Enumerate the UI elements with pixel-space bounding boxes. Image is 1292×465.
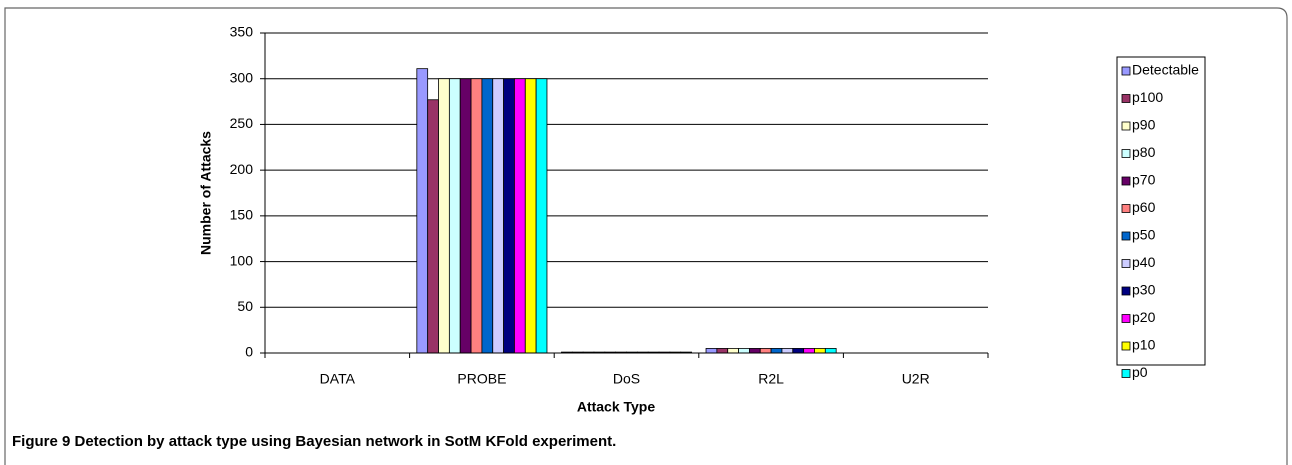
legend-label: p50	[1132, 227, 1156, 243]
legend-label: p90	[1132, 117, 1156, 133]
bar	[535, 78, 548, 354]
figure-frame	[4, 7, 1288, 465]
legend-swatch	[1121, 204, 1131, 213]
bar	[705, 348, 718, 354]
bar	[792, 348, 805, 354]
legend-label: p40	[1132, 254, 1156, 270]
bar	[781, 348, 794, 354]
legend-label: p80	[1132, 144, 1156, 160]
x-axis-label: Attack Type	[577, 399, 656, 415]
legend-swatch	[1121, 341, 1131, 351]
legend-swatch	[1121, 286, 1131, 296]
bar	[427, 99, 439, 354]
legend-box	[1116, 56, 1206, 366]
bar	[727, 348, 739, 354]
legend-swatch	[1121, 369, 1131, 378]
y-tick-label: 350	[230, 24, 254, 40]
legend-swatch	[1121, 259, 1131, 268]
bar	[470, 78, 483, 354]
legend-swatch	[1121, 231, 1131, 241]
bar	[524, 78, 537, 354]
legend-label: Detectable	[1132, 62, 1199, 78]
bar	[814, 348, 826, 354]
x-tick-label: R2L	[758, 371, 784, 387]
bar	[481, 78, 494, 354]
bar	[448, 78, 461, 354]
x-tick-label: DoS	[613, 371, 640, 387]
y-tick-label: 0	[245, 344, 253, 360]
legend-label: p100	[1132, 89, 1163, 105]
bar	[503, 78, 515, 354]
legend-label: p60	[1132, 199, 1156, 215]
bar	[770, 348, 783, 354]
y-tick-label: 100	[230, 252, 254, 268]
legend-swatch	[1121, 149, 1131, 158]
legend-swatch	[1121, 176, 1131, 186]
caption: Figure 9 Detection by attack type using …	[12, 433, 616, 450]
y-tick-label: 250	[230, 115, 254, 131]
y-tick-label: 50	[237, 298, 253, 314]
legend-swatch	[1121, 121, 1131, 131]
y-tick-label: 200	[230, 161, 254, 177]
legend-swatch	[1121, 314, 1131, 323]
bar	[716, 348, 729, 354]
bar	[416, 68, 429, 354]
bar	[749, 348, 761, 354]
legend-label: p20	[1132, 309, 1156, 325]
y-tick-label: 150	[230, 207, 254, 223]
bar	[738, 348, 750, 354]
y-axis-label: Number of Attacks	[198, 131, 214, 255]
bar	[824, 348, 837, 354]
bar	[492, 78, 504, 354]
bar	[759, 348, 772, 354]
legend-label: p10	[1132, 337, 1156, 353]
x-tick-label: DATA	[320, 371, 356, 387]
bar	[514, 78, 526, 354]
legend-label: p30	[1132, 282, 1156, 298]
bar	[459, 78, 472, 354]
y-tick-label: 300	[230, 69, 254, 85]
legend-label: p0	[1132, 364, 1148, 380]
legend-swatch	[1121, 66, 1131, 76]
bar	[803, 348, 815, 354]
x-tick-label: U2R	[902, 371, 930, 387]
bar	[438, 78, 450, 354]
legend-label: p70	[1132, 172, 1156, 188]
x-tick-label: PROBE	[457, 371, 506, 387]
legend-swatch	[1121, 94, 1131, 103]
